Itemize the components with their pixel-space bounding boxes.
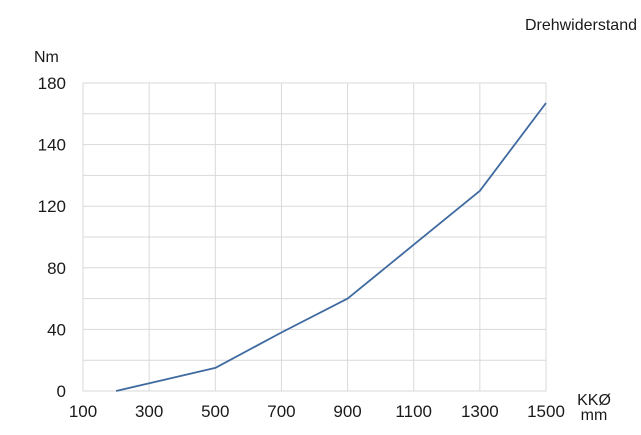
y-tick-label: 180 — [38, 74, 66, 93]
y-tick-label: 140 — [38, 136, 66, 155]
chart-grid — [82, 82, 547, 392]
y-tick-label: 0 — [57, 382, 66, 401]
y-axis-label: Nm — [34, 49, 59, 66]
x-tick-label: 700 — [267, 402, 295, 421]
x-tick-label: 100 — [69, 402, 97, 421]
x-tick-label: 1300 — [461, 402, 499, 421]
x-tick-label: 1500 — [527, 402, 565, 421]
plot-area — [115, 102, 547, 392]
y-axis-ticks: 0 40 80 120 140 180 — [38, 74, 66, 401]
y-tick-label: 40 — [47, 320, 66, 339]
y-tick-label: 80 — [47, 259, 66, 278]
y-tick-label: 120 — [38, 197, 66, 216]
x-axis-label-symbol: KKØ — [577, 392, 611, 409]
x-axis-ticks: 100 300 500 700 900 1100 1300 1500 — [69, 402, 565, 421]
x-tick-label: 500 — [201, 402, 229, 421]
x-tick-label: 1100 — [395, 402, 432, 421]
x-axis-label-unit: mm — [581, 407, 608, 424]
x-tick-label: 300 — [135, 402, 163, 421]
series-line — [115, 102, 547, 392]
chart-title: Drehwiderstand — [525, 17, 637, 34]
x-tick-label: 900 — [333, 402, 361, 421]
